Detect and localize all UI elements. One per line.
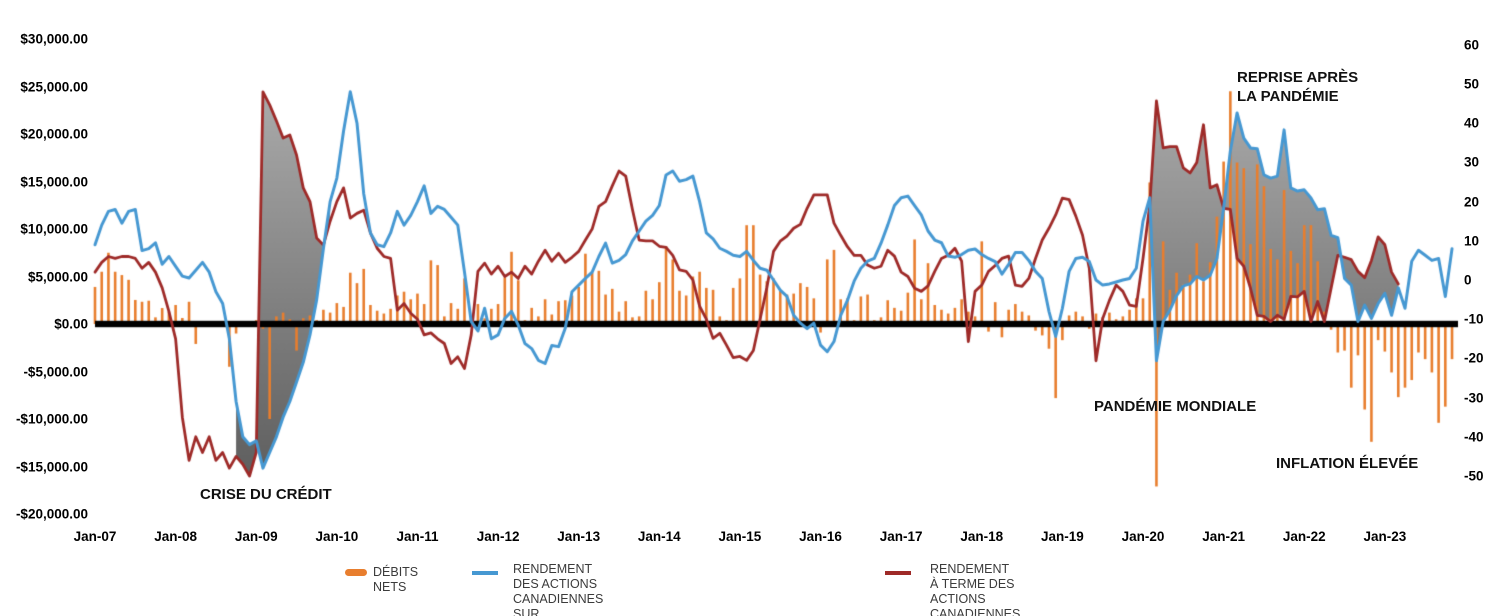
right-axis-tick-label: -40	[1464, 429, 1484, 445]
left-axis-tick-label: $5,000.00	[27, 269, 88, 284]
right-axis-tick-label: 20	[1464, 194, 1480, 210]
right-axis-tick-label: -20	[1464, 350, 1484, 366]
x-axis-tick-label: Jan-15	[718, 529, 762, 544]
net-debits-swatch-icon	[345, 569, 367, 576]
x-axis-tick-label: Jan-18	[960, 529, 1004, 544]
legend-label-trailing-return: RENDEMENT DES ACTIONS CANADIENNES SUR LE…	[513, 562, 604, 616]
left-axis-tick-label: -$20,000.00	[15, 506, 88, 522]
x-axis-tick-label: Jan-21	[1202, 529, 1245, 544]
x-axis-tick-label: Jan-17	[879, 529, 923, 544]
annotation-post-pandemic-recovery: REPRISE APRÈS LA PANDÉMIE	[1237, 69, 1359, 105]
left-axis-tick-label: $0.00	[54, 316, 88, 332]
right-axis-tick-label: 10	[1464, 233, 1480, 249]
x-axis-tick-label: Jan-14	[637, 529, 681, 544]
x-axis-tick-label: Jan-22	[1282, 529, 1326, 544]
left-axis-tick-label: -$15,000.00	[15, 459, 88, 474]
x-axis-tick-label: Jan-23	[1363, 529, 1407, 544]
left-axis-tick-label: $15,000.00	[20, 174, 88, 189]
legend-label-net-debits: DÉBITS NETS	[373, 565, 419, 594]
x-axis-tick-label: Jan-11	[396, 529, 439, 544]
left-axis-tick-label: -$10,000.00	[15, 411, 88, 427]
left-axis-tick-label: $25,000.00	[20, 79, 88, 94]
x-axis-tick-label: Jan-13	[557, 529, 601, 544]
right-axis-tick-label: -50	[1464, 468, 1484, 484]
right-axis-tick-label: 0	[1464, 272, 1472, 288]
right-axis-tick-label: 50	[1464, 76, 1480, 92]
annotation-global-pandemic: PANDÉMIE MONDIALE	[1094, 398, 1257, 415]
x-axis-tick-label: Jan-20	[1121, 529, 1165, 544]
left-axis-tick-label: $10,000.00	[20, 221, 88, 237]
x-axis-tick-label: Jan-08	[154, 529, 197, 544]
x-axis-tick-label: Jan-16	[799, 529, 842, 544]
x-axis-tick-label: Jan-10	[315, 529, 359, 544]
x-axis-tick-label: Jan-07	[73, 529, 117, 544]
x-axis-tick-label: Jan-19	[1041, 529, 1084, 544]
x-axis-tick-label: Jan-09	[234, 529, 278, 544]
right-axis-tick-label: -30	[1464, 390, 1484, 406]
right-axis-tick-label: 40	[1464, 115, 1480, 131]
left-axis-tick-label: $20,000.00	[20, 126, 88, 142]
right-axis-tick-label: -10	[1464, 311, 1484, 327]
x-axis-tick-label: Jan-12	[476, 529, 520, 544]
right-axis-tick-label: 60	[1464, 37, 1480, 53]
annotation-credit-crisis: CRISE DU CRÉDIT	[200, 486, 332, 503]
left-axis-tick-label: -$5,000.00	[23, 364, 88, 379]
right-axis-tick-label: 30	[1464, 154, 1480, 170]
trailing-return-swatch-icon	[472, 571, 498, 575]
forward-return-swatch-icon	[885, 571, 911, 575]
legend-label-forward-return: RENDEMENT À TERME DES ACTIONS CANADIENNE…	[930, 562, 1021, 616]
left-axis-tick-label: $30,000.00	[20, 31, 88, 47]
annotation-high-inflation: INFLATION ÉLEVÉE	[1276, 455, 1419, 472]
